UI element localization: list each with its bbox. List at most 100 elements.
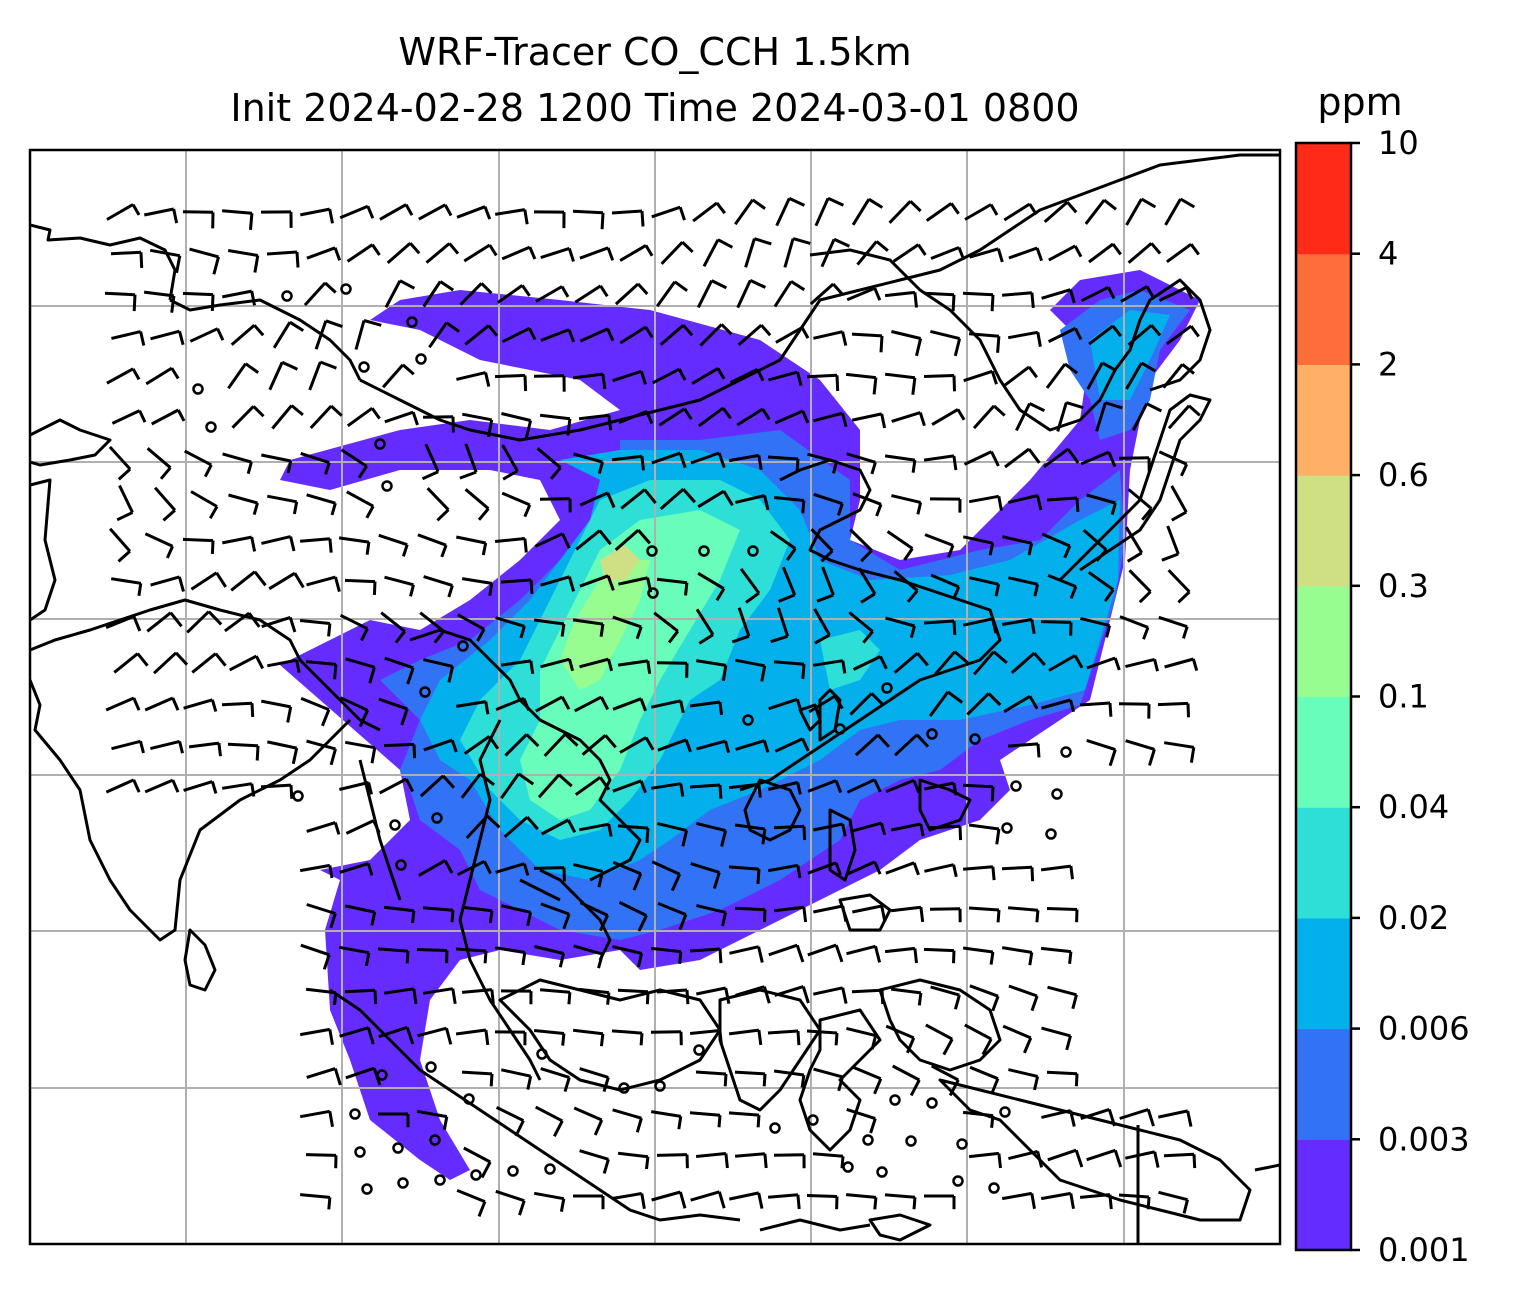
wind-barb bbox=[423, 658, 455, 683]
wind-barb bbox=[1095, 401, 1123, 432]
wind-barb bbox=[421, 443, 440, 481]
wind-barb bbox=[299, 537, 333, 553]
wind-barb bbox=[1118, 1193, 1151, 1210]
wind-barb bbox=[150, 575, 185, 592]
wind-barb bbox=[339, 613, 369, 642]
wind-barb bbox=[614, 528, 652, 552]
wind-barb bbox=[456, 859, 492, 877]
wind-barb bbox=[574, 284, 609, 304]
wind-barb bbox=[461, 905, 494, 924]
wind-barb bbox=[611, 209, 645, 227]
wind-barb bbox=[261, 535, 296, 552]
wind-barb bbox=[806, 1194, 839, 1210]
calm-wind-marker bbox=[969, 733, 981, 745]
wind-barb bbox=[1010, 651, 1046, 675]
wind-barb bbox=[1080, 1107, 1117, 1127]
wind-barb bbox=[1127, 242, 1162, 264]
wind-barb bbox=[773, 1153, 806, 1169]
wind-barb bbox=[774, 409, 810, 425]
wind-barb bbox=[612, 369, 647, 385]
calm-wind-marker bbox=[415, 353, 427, 365]
wind-barb bbox=[227, 742, 260, 761]
wind-barb bbox=[891, 411, 926, 427]
wind-barb bbox=[1163, 1152, 1197, 1169]
wind-barb bbox=[384, 279, 416, 308]
calm-wind-marker bbox=[431, 812, 443, 824]
wind-barb bbox=[728, 782, 762, 798]
wind-barb bbox=[737, 323, 772, 347]
wind-barb bbox=[689, 700, 724, 716]
coastline bbox=[798, 703, 822, 732]
wind-barb bbox=[345, 819, 381, 835]
wind-barb bbox=[423, 738, 458, 753]
wind-barb bbox=[892, 1064, 921, 1097]
wind-barb bbox=[852, 1065, 883, 1095]
wind-barb bbox=[852, 655, 888, 671]
calm-wind-marker bbox=[340, 283, 352, 295]
wind-barb bbox=[579, 822, 613, 837]
wind-barb bbox=[460, 772, 496, 799]
wind-barb bbox=[537, 773, 573, 799]
wind-barb bbox=[455, 1028, 490, 1046]
wind-barb bbox=[813, 822, 847, 837]
wind-barb bbox=[1125, 197, 1157, 226]
coastline bbox=[818, 688, 842, 742]
wind-barb bbox=[1008, 1068, 1040, 1091]
coastline bbox=[458, 719, 542, 1081]
wind-barb bbox=[774, 737, 810, 753]
wind-barb bbox=[500, 1068, 533, 1090]
wind-barb bbox=[656, 577, 689, 596]
coastline bbox=[409, 628, 642, 882]
wind-barb bbox=[503, 815, 539, 839]
wind-barb bbox=[885, 861, 920, 876]
wind-barb bbox=[305, 1153, 338, 1169]
wind-barb bbox=[346, 406, 381, 428]
wind-barb bbox=[972, 404, 1006, 430]
wind-barb bbox=[1056, 401, 1084, 432]
coastline bbox=[1058, 393, 1212, 582]
wind-barb bbox=[735, 658, 767, 682]
wind-barb bbox=[268, 571, 305, 591]
wind-barb bbox=[146, 447, 172, 480]
wind-barb bbox=[891, 822, 925, 837]
wind-barb bbox=[495, 1189, 526, 1216]
wind-barb bbox=[775, 197, 806, 227]
wind-barb bbox=[617, 1151, 650, 1170]
wind-barb bbox=[1086, 361, 1118, 390]
wind-barb bbox=[728, 453, 763, 470]
wind-barb bbox=[1041, 1109, 1076, 1127]
wind-barb bbox=[581, 734, 617, 756]
wind-barb bbox=[658, 407, 693, 427]
wind-barb bbox=[501, 412, 533, 439]
wind-barb bbox=[344, 988, 378, 1005]
wind-barb bbox=[579, 574, 615, 591]
wind-barb bbox=[228, 493, 259, 516]
wind-barb bbox=[104, 291, 137, 312]
wind-barb bbox=[734, 906, 767, 923]
wind-barb bbox=[813, 411, 848, 428]
wind-barb bbox=[1082, 528, 1108, 562]
wind-barb bbox=[807, 452, 838, 474]
wind-barb bbox=[229, 654, 265, 672]
calm-wind-marker bbox=[654, 1080, 666, 1092]
wind-barb bbox=[928, 690, 964, 717]
wind-barb bbox=[143, 290, 176, 313]
wind-barb bbox=[1131, 402, 1163, 432]
wind-barb bbox=[1047, 574, 1078, 599]
wind-barb bbox=[768, 370, 803, 386]
wind-barb bbox=[1125, 526, 1143, 563]
wind-barb bbox=[852, 904, 887, 922]
wind-barb bbox=[808, 694, 844, 714]
wind-barb bbox=[1015, 402, 1046, 432]
wind-barb bbox=[813, 330, 848, 346]
wind-barb bbox=[379, 203, 414, 221]
wind-barb bbox=[728, 865, 761, 885]
wind-barb bbox=[500, 578, 534, 594]
wind-barb bbox=[1162, 363, 1195, 389]
wind-barb bbox=[346, 490, 375, 519]
wind-barb bbox=[186, 610, 223, 634]
wind-barb bbox=[1041, 1026, 1072, 1051]
wind-barb bbox=[494, 208, 529, 225]
wind-barb bbox=[689, 1029, 723, 1046]
wind-barb bbox=[346, 243, 381, 263]
